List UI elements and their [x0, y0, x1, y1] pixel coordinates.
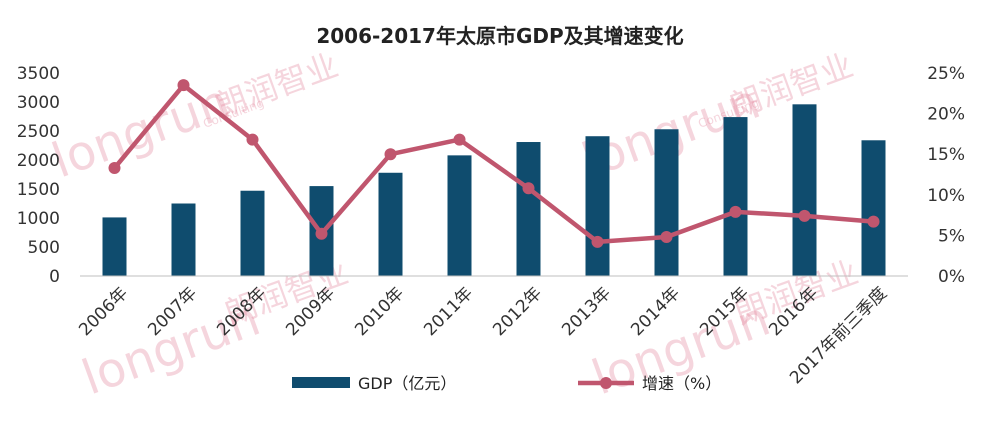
x-tick-label: 2010年	[351, 283, 408, 340]
legend-label-gdp: GDP（亿元）	[358, 374, 456, 393]
gdp-bar	[447, 155, 472, 276]
growth-series-line	[112, 82, 874, 245]
growth-point	[522, 182, 535, 195]
y-right-tick-label: 20%	[927, 105, 965, 125]
growth-point	[177, 79, 190, 92]
gdp-bar	[861, 140, 886, 276]
growth-point	[867, 215, 880, 228]
legend-swatch-growth-marker	[600, 377, 612, 389]
y-axis-right: 0% 5% 10% 15% 20% 25%	[927, 64, 965, 287]
gdp-bar	[378, 172, 403, 276]
y-right-tick-label: 25%	[927, 64, 965, 84]
growth-point	[246, 133, 259, 146]
x-tick-label: 2013年	[558, 283, 615, 340]
y-right-tick-label: 10%	[927, 186, 965, 206]
y-axis-left: 0 500 1000 1500 2000 2500 3000 3500	[17, 64, 60, 287]
gdp-bar	[102, 217, 127, 276]
y-left-tick-label: 500	[28, 238, 60, 258]
gdp-bars	[80, 104, 908, 277]
x-tick-label: 2011年	[420, 283, 477, 340]
x-tick-label: 2012年	[489, 283, 546, 340]
growth-point	[729, 205, 742, 218]
x-tick-label: 2006年	[75, 283, 132, 340]
y-left-tick-label: 0	[49, 267, 60, 287]
y-left-tick-label: 2000	[17, 151, 60, 171]
legend: GDP（亿元） 增速（%）	[292, 374, 721, 393]
y-right-tick-label: 15%	[927, 145, 965, 165]
legend-swatch-gdp	[292, 377, 350, 388]
growth-line	[108, 79, 880, 248]
gdp-bar	[723, 117, 748, 276]
y-right-tick-label: 5%	[938, 226, 965, 246]
growth-point	[453, 133, 466, 146]
growth-point	[315, 227, 328, 240]
gdp-bar	[585, 136, 610, 276]
growth-point	[660, 231, 673, 244]
y-left-tick-label: 3000	[17, 93, 60, 113]
gdp-bar	[171, 203, 196, 276]
watermark-brand: longrun	[45, 74, 237, 190]
y-right-tick-label: 0%	[938, 267, 965, 287]
y-left-tick-label: 1500	[17, 180, 60, 200]
chart-title: 2006-2017年太原市GDP及其增速变化	[316, 24, 683, 48]
gdp-bar	[516, 142, 541, 276]
y-left-tick-label: 1000	[17, 209, 60, 229]
y-left-tick-label: 2500	[17, 122, 60, 142]
growth-point	[591, 235, 604, 248]
gdp-bar	[792, 104, 817, 276]
legend-label-growth: 增速（%）	[642, 374, 721, 393]
growth-point	[384, 148, 397, 161]
growth-point	[108, 162, 121, 175]
growth-point	[798, 209, 811, 222]
gdp-bar	[654, 129, 679, 276]
gdp-bar	[240, 190, 265, 276]
y-left-tick-label: 3500	[17, 64, 60, 84]
